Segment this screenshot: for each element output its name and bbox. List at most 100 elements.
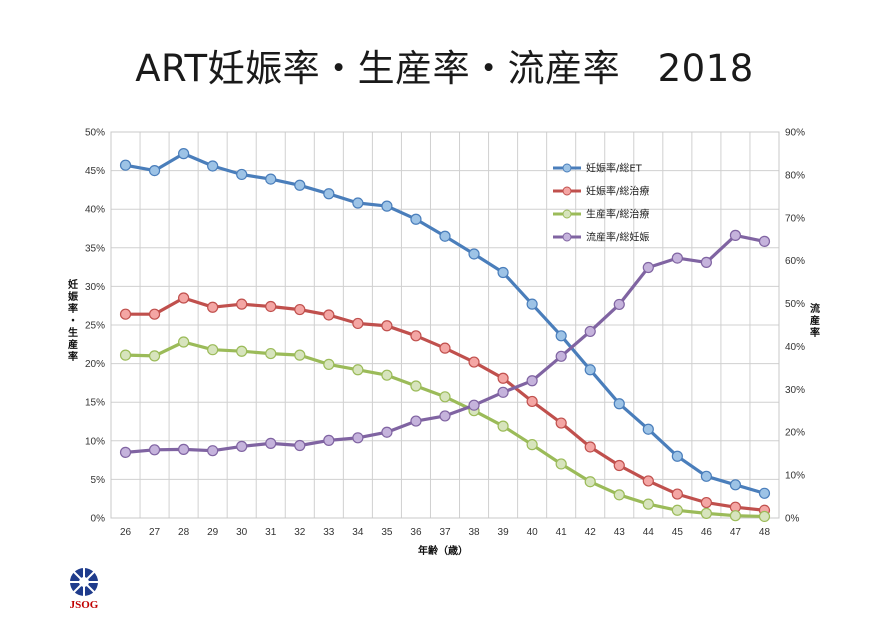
- data-point: [468, 399, 480, 411]
- y-left-tick-label: 50%: [85, 128, 105, 139]
- data-point: [729, 510, 742, 522]
- y-axis-left-label: 妊娠率・生産率: [68, 278, 79, 363]
- data-point: [148, 308, 161, 320]
- data-point: [439, 410, 451, 422]
- slide-title: ART妊娠率・生産率・流産率 2018: [135, 47, 754, 90]
- data-point: [352, 432, 364, 444]
- y-right-tick-label: 70%: [785, 213, 805, 224]
- x-tick-label: 33: [323, 527, 335, 538]
- y-left-tick-label: 35%: [85, 243, 105, 254]
- legend-item: 流産率/総妊娠: [553, 231, 649, 244]
- legend-item: 妊娠率/総ET: [553, 162, 643, 175]
- data-point: [526, 439, 538, 451]
- series-layer: [119, 148, 771, 523]
- data-point: [613, 489, 625, 501]
- data-point: [323, 358, 335, 370]
- data-point: [294, 179, 306, 191]
- data-point: [265, 437, 277, 449]
- y-right-tick-label: 80%: [785, 170, 805, 181]
- data-point: [236, 298, 248, 310]
- x-tick-label: 35: [381, 527, 393, 538]
- data-point: [526, 375, 538, 387]
- data-point: [207, 445, 219, 457]
- y-left-tick-label: 40%: [85, 205, 105, 216]
- data-point: [642, 261, 654, 274]
- data-point: [671, 488, 683, 500]
- x-tick-label: 39: [498, 527, 510, 538]
- plot-area-border: [110, 131, 780, 519]
- data-point: [352, 197, 364, 209]
- x-tick-label: 31: [265, 527, 277, 538]
- y-left-tick-label: 0%: [91, 514, 106, 525]
- data-point: [294, 349, 306, 361]
- data-point: [294, 303, 306, 316]
- data-point: [207, 160, 219, 172]
- data-point: [381, 320, 393, 332]
- x-tick-label: 34: [352, 527, 364, 538]
- data-point: [381, 369, 393, 381]
- data-point: [758, 487, 771, 499]
- x-tick-label: 32: [294, 527, 306, 538]
- data-point: [497, 372, 509, 384]
- data-point: [119, 446, 132, 458]
- data-point: [439, 342, 451, 354]
- data-point: [178, 336, 190, 348]
- data-point: [207, 344, 219, 356]
- data-point: [700, 496, 712, 509]
- legend-item: 妊娠率/総治療: [553, 185, 649, 198]
- x-tick-label: 37: [439, 527, 451, 538]
- data-point: [729, 479, 742, 491]
- data-point: [555, 330, 567, 342]
- data-point: [323, 188, 335, 200]
- x-tick-label: 26: [120, 527, 132, 538]
- x-tick-label: 41: [556, 527, 568, 538]
- x-tick-label: 48: [759, 527, 771, 538]
- legend-label: 流産率/総妊娠: [586, 231, 649, 244]
- x-tick-label: 38: [468, 527, 480, 538]
- data-point: [148, 444, 161, 456]
- y-right-tick-label: 30%: [785, 385, 805, 396]
- data-point: [468, 248, 480, 260]
- x-tick-label: 28: [178, 527, 190, 538]
- data-point: [497, 420, 509, 432]
- legend-swatch-marker: [562, 186, 572, 196]
- data-point: [294, 439, 306, 452]
- data-point: [178, 292, 190, 304]
- y-axis-right-label: 流産率: [810, 302, 820, 339]
- data-point: [178, 443, 190, 455]
- data-point: [236, 440, 248, 452]
- y-left-tick-label: 30%: [85, 282, 105, 293]
- data-point: [468, 356, 480, 368]
- data-point: [148, 165, 161, 177]
- data-point: [236, 345, 248, 357]
- data-point: [642, 475, 654, 487]
- data-point: [410, 213, 422, 225]
- data-point: [729, 229, 742, 241]
- jsog-logo-center: [79, 577, 89, 587]
- data-point: [526, 298, 538, 310]
- y-right-tick-label: 10%: [785, 471, 805, 482]
- y-left-tick-label: 15%: [85, 398, 105, 409]
- legend-item: 生産率/総治療: [553, 208, 649, 221]
- y-right-tick-label: 20%: [785, 428, 805, 439]
- data-point: [381, 426, 393, 438]
- x-tick-label: 45: [672, 527, 684, 538]
- data-point: [758, 510, 771, 523]
- data-point: [700, 507, 712, 519]
- x-tick-label: 29: [207, 527, 219, 538]
- jsog-logo: JSOG: [70, 568, 99, 611]
- y-right-tick-label: 50%: [785, 299, 805, 310]
- x-tick-label: 30: [236, 527, 248, 538]
- legend-swatch-marker: [562, 209, 572, 219]
- series-4: [119, 229, 771, 458]
- series-line: [125, 152, 765, 495]
- data-point: [671, 450, 683, 462]
- x-tick-label: 46: [701, 527, 713, 538]
- grid-lines: [110, 131, 780, 519]
- data-point: [323, 434, 335, 446]
- data-point: [526, 395, 538, 408]
- data-point: [439, 391, 451, 403]
